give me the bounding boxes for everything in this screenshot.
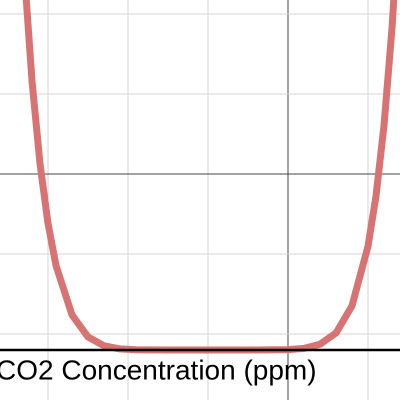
x-axis-label: CO2 Concentration (ppm) (0, 354, 317, 385)
